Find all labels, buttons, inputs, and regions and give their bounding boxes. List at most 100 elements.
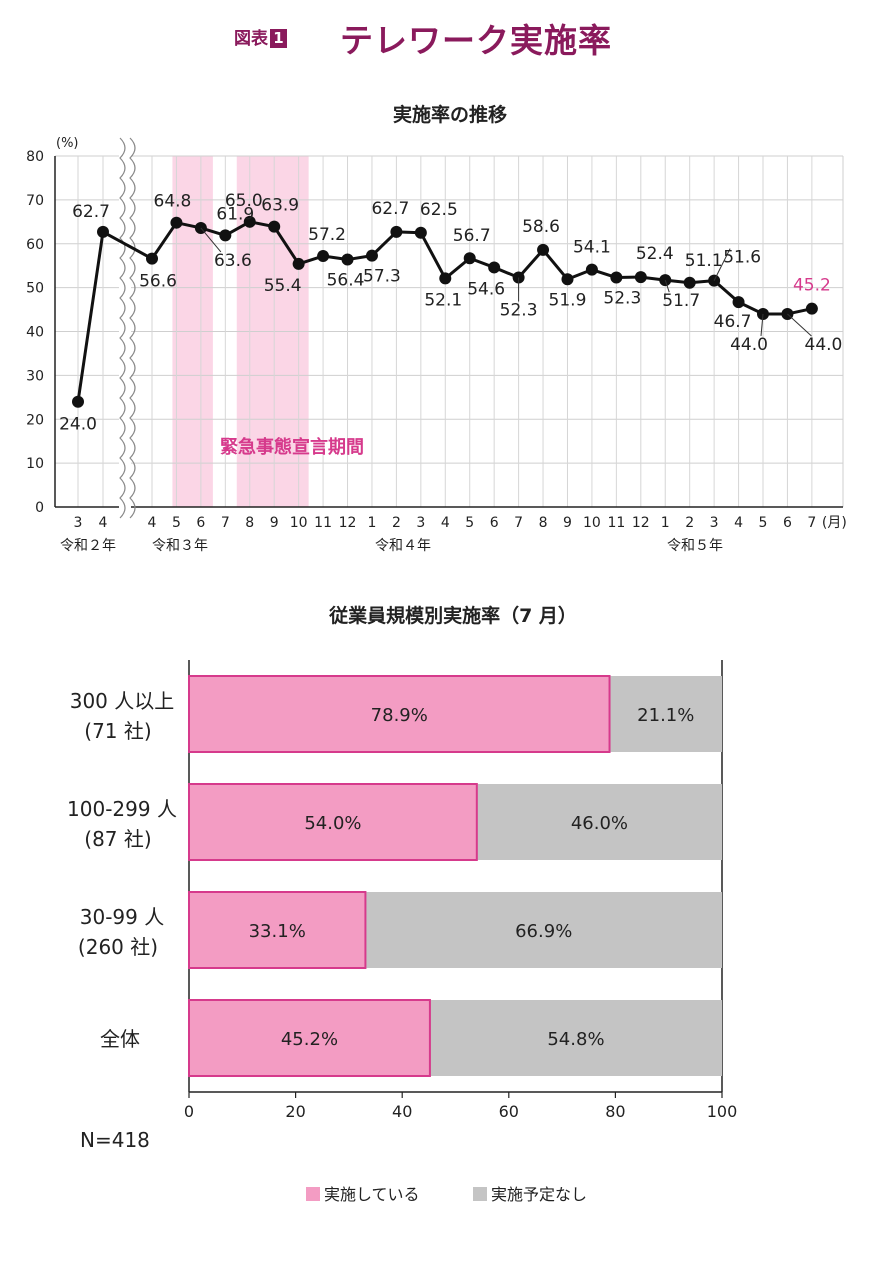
x-tick-label: 12 xyxy=(632,515,650,531)
x-tick-label: 5 xyxy=(465,515,474,531)
leader-line xyxy=(713,248,731,281)
data-label: 52.3 xyxy=(603,289,641,309)
leader-line xyxy=(760,313,764,336)
data-point xyxy=(488,261,501,274)
category-label: 30-99 人 xyxy=(80,905,164,929)
x-tick-label: 2 xyxy=(392,515,401,531)
data-point xyxy=(634,271,647,284)
figure-title: テレワーク実施率 xyxy=(340,21,612,60)
bar-segment-gray xyxy=(365,892,722,968)
legend-swatch xyxy=(306,1187,320,1201)
data-point xyxy=(463,252,476,265)
data-label: 56.7 xyxy=(453,226,491,246)
data-point xyxy=(610,271,623,284)
axis-break-line xyxy=(129,137,136,519)
data-point xyxy=(732,296,745,309)
x-tick-label: 4 xyxy=(148,515,157,531)
data-label: 63.6 xyxy=(214,251,252,271)
data-point xyxy=(219,229,232,242)
data-point xyxy=(146,252,158,265)
x-tick-label: 1 xyxy=(661,515,670,531)
leader-line xyxy=(787,313,812,337)
leader-line xyxy=(664,280,670,293)
data-label: 62.7 xyxy=(371,199,409,219)
data-point xyxy=(585,263,598,276)
bar-value-label: 54.0% xyxy=(304,813,361,834)
data-label: 44.0 xyxy=(730,335,768,355)
y-tick-label: 0 xyxy=(35,500,44,516)
figure-number: 1 xyxy=(270,29,287,48)
data-point xyxy=(170,216,183,229)
bar-x-tick-label: 60 xyxy=(499,1102,519,1121)
data-label: 57.3 xyxy=(363,267,401,287)
data-label: 62.7 xyxy=(72,202,110,222)
figure-label: 図表 1 xyxy=(234,24,287,49)
data-point xyxy=(317,250,330,263)
data-point xyxy=(243,215,256,228)
y-tick-label: 20 xyxy=(26,412,44,428)
emergency-band-label: 緊急事態宣言期間 xyxy=(220,436,364,458)
bar-segment-gray xyxy=(429,1000,722,1076)
bar-x-tick-label: 0 xyxy=(184,1102,194,1121)
x-tick-label: 5 xyxy=(759,515,768,531)
bar-x-tick-label: 20 xyxy=(285,1102,305,1121)
x-tick-label: 6 xyxy=(196,515,205,531)
bar-value-label: 45.2% xyxy=(281,1029,338,1050)
data-label: 55.4 xyxy=(264,276,302,296)
y-tick-label: 70 xyxy=(26,193,44,209)
x-tick-label: 7 xyxy=(514,515,523,531)
year-label: 令和４年 xyxy=(375,538,431,554)
x-tick-label: 9 xyxy=(270,515,279,531)
x-tick-label: 4 xyxy=(441,515,450,531)
data-label: 45.2 xyxy=(793,276,831,296)
category-label: 全体 xyxy=(100,1027,140,1051)
x-tick-label: 10 xyxy=(290,515,308,531)
data-label: 52.3 xyxy=(500,301,538,321)
bar-segment-pink xyxy=(188,675,611,753)
legend-swatch xyxy=(473,1187,487,1201)
x-tick-label: 6 xyxy=(783,515,792,531)
data-label: 51.6 xyxy=(723,248,761,268)
bar-value-label: 54.8% xyxy=(547,1029,604,1050)
bar-value-label: 33.1% xyxy=(249,921,306,942)
bar-value-label: 46.0% xyxy=(571,813,628,834)
data-label: 51.1 xyxy=(685,251,723,271)
data-point xyxy=(97,225,109,238)
y-tick-label: 80 xyxy=(26,149,44,165)
line-chart-title: 実施率の推移 xyxy=(393,103,507,126)
x-tick-label: 4 xyxy=(734,515,743,531)
category-label: 100-299 人 xyxy=(67,797,177,821)
x-tick-label: 5 xyxy=(172,515,181,531)
x-tick-label: 7 xyxy=(221,515,230,531)
data-point xyxy=(561,273,574,286)
y-tick-label: 10 xyxy=(26,456,44,472)
y-tick-label: 60 xyxy=(26,237,44,253)
x-tick-label: 11 xyxy=(314,515,332,531)
leader-line xyxy=(200,227,222,253)
data-point xyxy=(341,253,354,266)
data-label: 54.6 xyxy=(467,279,505,299)
bar-value-label: 78.9% xyxy=(371,705,428,726)
x-tick-label: 4 xyxy=(99,515,108,531)
data-label: 51.9 xyxy=(549,290,587,310)
y-tick-label: 30 xyxy=(26,368,44,384)
figure-header: 図表 1 テレワーク実施率 xyxy=(0,14,870,60)
series-line xyxy=(102,230,153,260)
y-axis-unit: (%) xyxy=(56,136,79,151)
data-label: 63.9 xyxy=(261,196,299,216)
data-point xyxy=(683,276,696,289)
legend-label: 実施予定なし xyxy=(491,1185,587,1204)
category-sublabel: (87 社) xyxy=(84,827,151,851)
sample-size-note: N=418 xyxy=(80,1128,150,1152)
bar-value-label: 21.1% xyxy=(637,705,694,726)
bar-chart-title: 従業員規模別実施率（7 月） xyxy=(328,604,577,627)
category-label: 300 人以上 xyxy=(70,689,175,713)
data-label: 65.0 xyxy=(225,191,263,211)
series-line xyxy=(150,220,813,316)
data-label: 54.1 xyxy=(573,238,611,258)
data-point xyxy=(439,272,452,285)
data-point xyxy=(414,226,427,239)
data-point xyxy=(365,249,378,262)
data-point xyxy=(72,395,84,408)
